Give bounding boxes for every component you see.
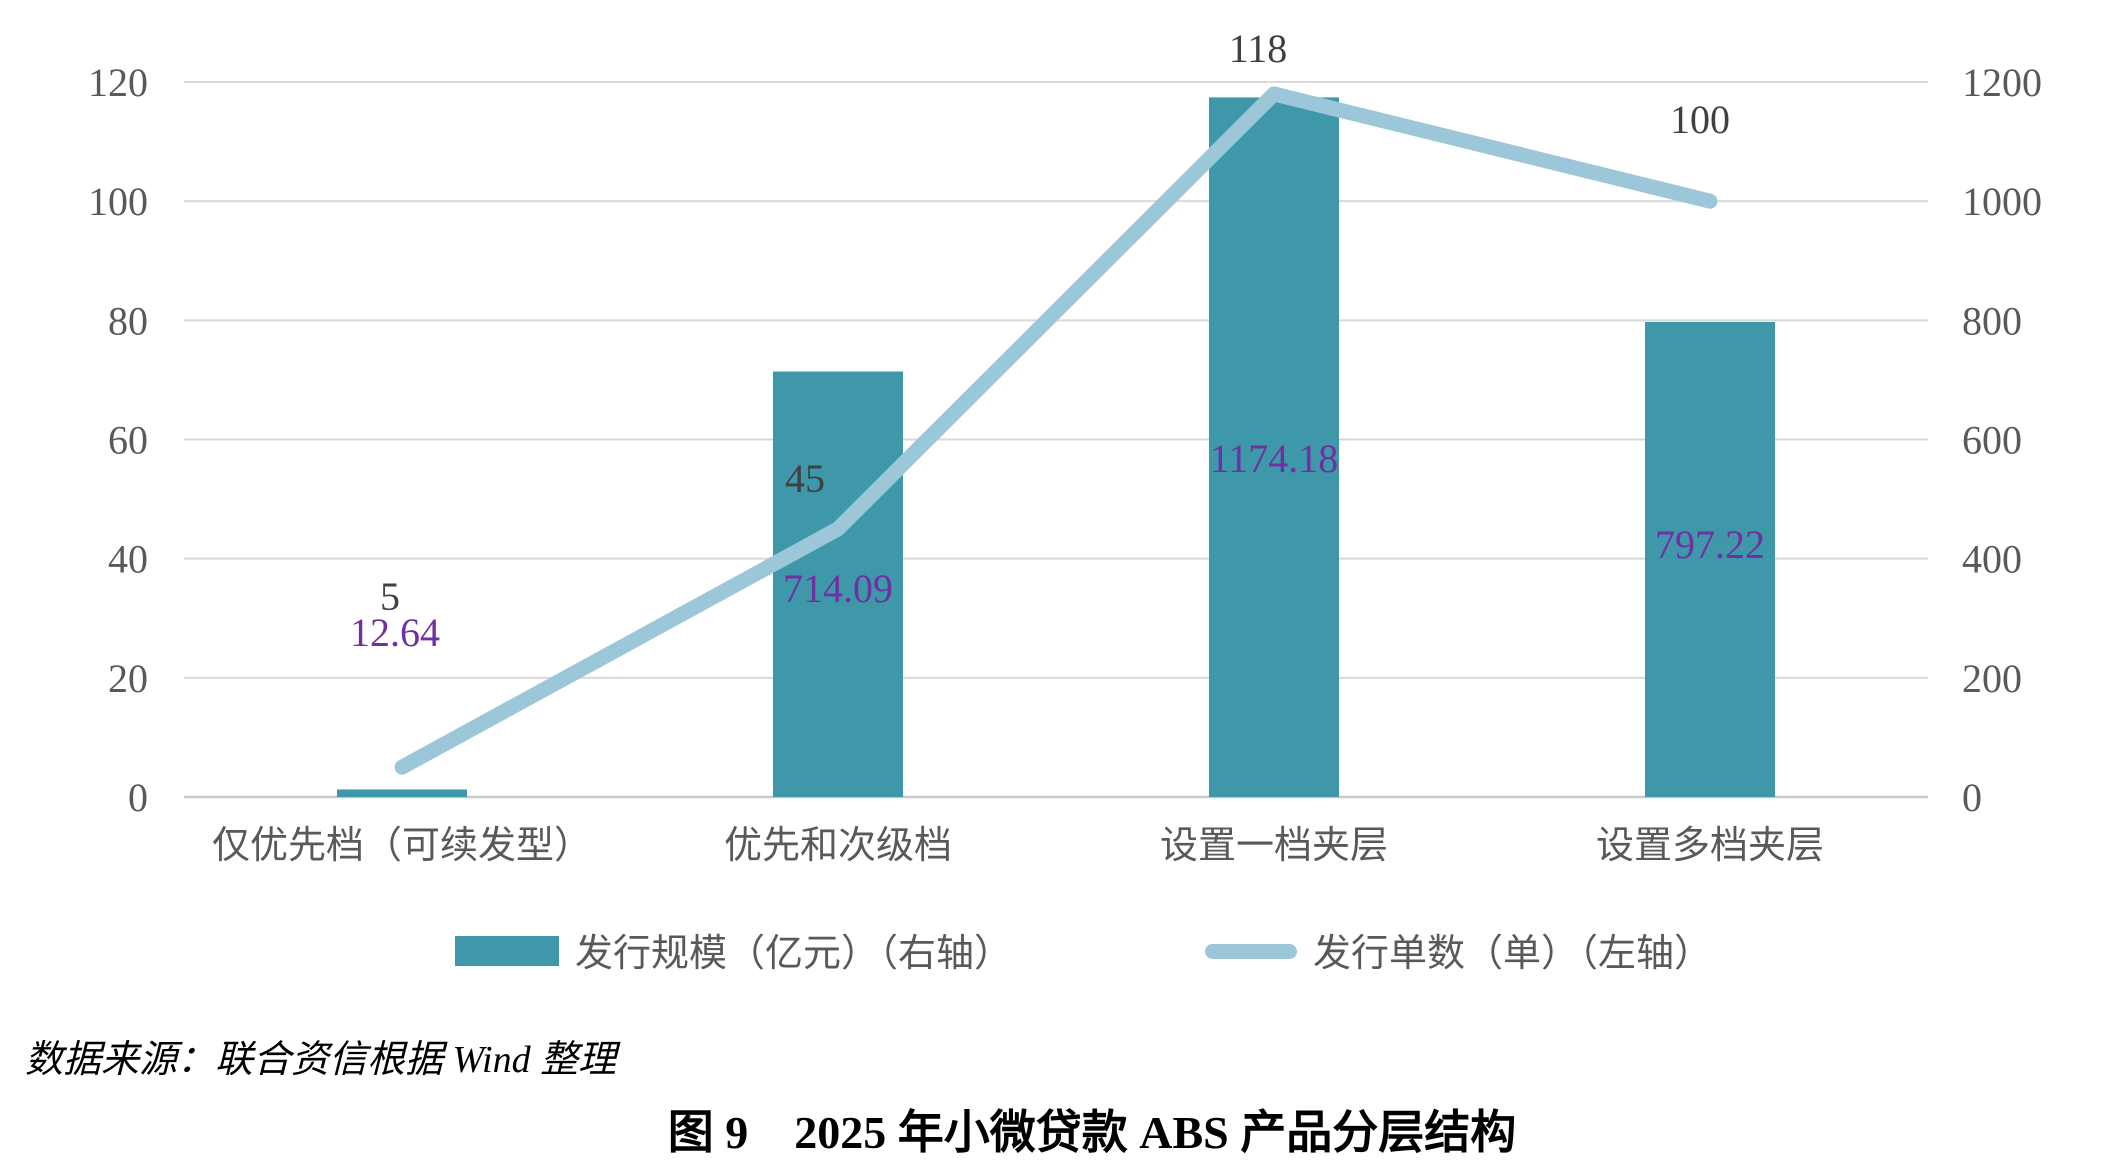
bar-value-label: 1174.18 bbox=[1210, 436, 1339, 481]
right-axis-tick-label: 1000 bbox=[1962, 179, 2042, 224]
legend-line-label: 发行单数（单）（左轴） bbox=[1313, 933, 1712, 975]
right-axis-tick-label: 200 bbox=[1962, 656, 2022, 701]
bar bbox=[337, 789, 467, 797]
category-label: 设置多档夹层 bbox=[1596, 825, 1824, 867]
bar-value-label: 714.09 bbox=[783, 566, 893, 611]
line-value-label: 100 bbox=[1670, 97, 1730, 142]
right-axis-tick-label: 600 bbox=[1962, 418, 2022, 463]
legend-bar-label: 发行规模（亿元）（右轴） bbox=[575, 933, 1012, 975]
legend-bar-swatch bbox=[455, 936, 559, 966]
figure-caption: 图 9 2025 年小微贷款 ABS 产品分层结构 bbox=[668, 1107, 1516, 1158]
line-series-layer bbox=[394, 86, 1718, 775]
right-axis-tick-label: 800 bbox=[1962, 298, 2022, 343]
bar bbox=[773, 371, 903, 797]
source-note: 数据来源：联合资信根据 Wind 整理 bbox=[25, 1039, 621, 1081]
left-axis-tick-label: 20 bbox=[108, 656, 148, 701]
bar-series-layer bbox=[337, 97, 1775, 798]
legend: 发行规模（亿元）（右轴） 发行单数（单）（左轴） bbox=[455, 933, 1712, 975]
category-label: 设置一档夹层 bbox=[1160, 825, 1388, 867]
bar bbox=[1645, 321, 1775, 797]
left-axis-tick-label: 60 bbox=[108, 418, 148, 463]
right-axis-tick-label: 400 bbox=[1962, 537, 2022, 582]
bar-value-label: 797.22 bbox=[1655, 522, 1765, 567]
legend-line-swatch bbox=[1205, 944, 1297, 959]
left-axis-tick-label: 0 bbox=[128, 775, 148, 820]
left-axis-tick-label: 80 bbox=[108, 298, 148, 343]
data-label-layer: 5 45 118 100 12.64 714.09 1174.18 797.22 bbox=[350, 26, 1765, 655]
left-axis-tick-label: 40 bbox=[108, 537, 148, 582]
right-axis-tick-label: 1200 bbox=[1962, 60, 2042, 105]
bar bbox=[1209, 97, 1339, 798]
category-label-layer: 仅优先档（可续发型） 优先和次级档 设置一档夹层 设置多档夹层 bbox=[212, 825, 1824, 867]
gridline-layer bbox=[184, 81, 1928, 799]
line-series bbox=[394, 86, 1718, 775]
line-value-label: 45 bbox=[785, 456, 825, 501]
line-value-label: 118 bbox=[1229, 26, 1288, 71]
left-axis-tick-label: 100 bbox=[88, 179, 148, 224]
right-axis-tick-label: 0 bbox=[1962, 775, 1982, 820]
category-label: 优先和次级档 bbox=[724, 825, 952, 867]
bar-value-label: 12.64 bbox=[350, 610, 440, 655]
left-axis-tick-label: 120 bbox=[88, 60, 148, 105]
category-label: 仅优先档（可续发型） bbox=[212, 825, 592, 867]
line-value-label: 5 bbox=[380, 574, 400, 619]
